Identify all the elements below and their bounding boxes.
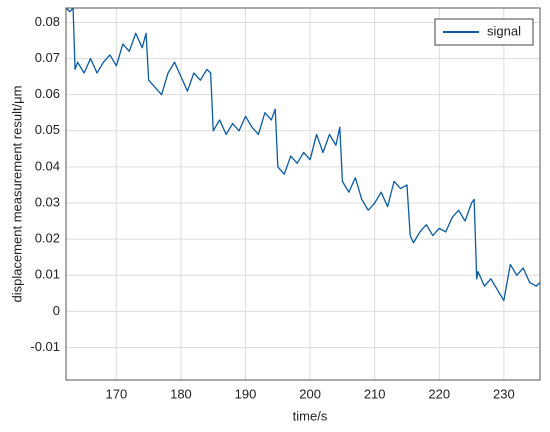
- legend-box: [434, 18, 534, 46]
- lines: [65, 7, 541, 302]
- legend-label: signal: [487, 23, 521, 38]
- x-tick-label: 220: [428, 386, 450, 401]
- y-tick-label: 0.01: [35, 267, 60, 282]
- y-tick-label: 0.05: [35, 122, 60, 137]
- y-tick-label: 0.04: [35, 158, 60, 173]
- y-tick-label: 0.08: [35, 14, 60, 29]
- x-tick-label: 210: [364, 386, 386, 401]
- x-tick-label: 200: [299, 386, 321, 401]
- y-tick-label: 0.02: [35, 231, 60, 246]
- x-tick-label: 190: [235, 386, 257, 401]
- y-tick-label: 0.07: [35, 50, 60, 65]
- plot-area: [66, 8, 540, 380]
- signal-line: [65, 7, 541, 302]
- y-axis-label: displacement measurement result/μm: [9, 85, 24, 302]
- y-tick-label: 0: [53, 303, 60, 318]
- x-axis-label: time/s: [293, 408, 328, 423]
- x-tick-label: 230: [493, 386, 515, 401]
- x-tick-label: 170: [106, 386, 128, 401]
- x-tick-label: 180: [170, 386, 192, 401]
- grid: [66, 8, 540, 380]
- y-tick-label: 0.03: [35, 194, 60, 209]
- plot-frame: [65, 7, 541, 381]
- y-tick-label: -0.01: [30, 339, 60, 354]
- y-tick-label: 0.06: [35, 86, 60, 101]
